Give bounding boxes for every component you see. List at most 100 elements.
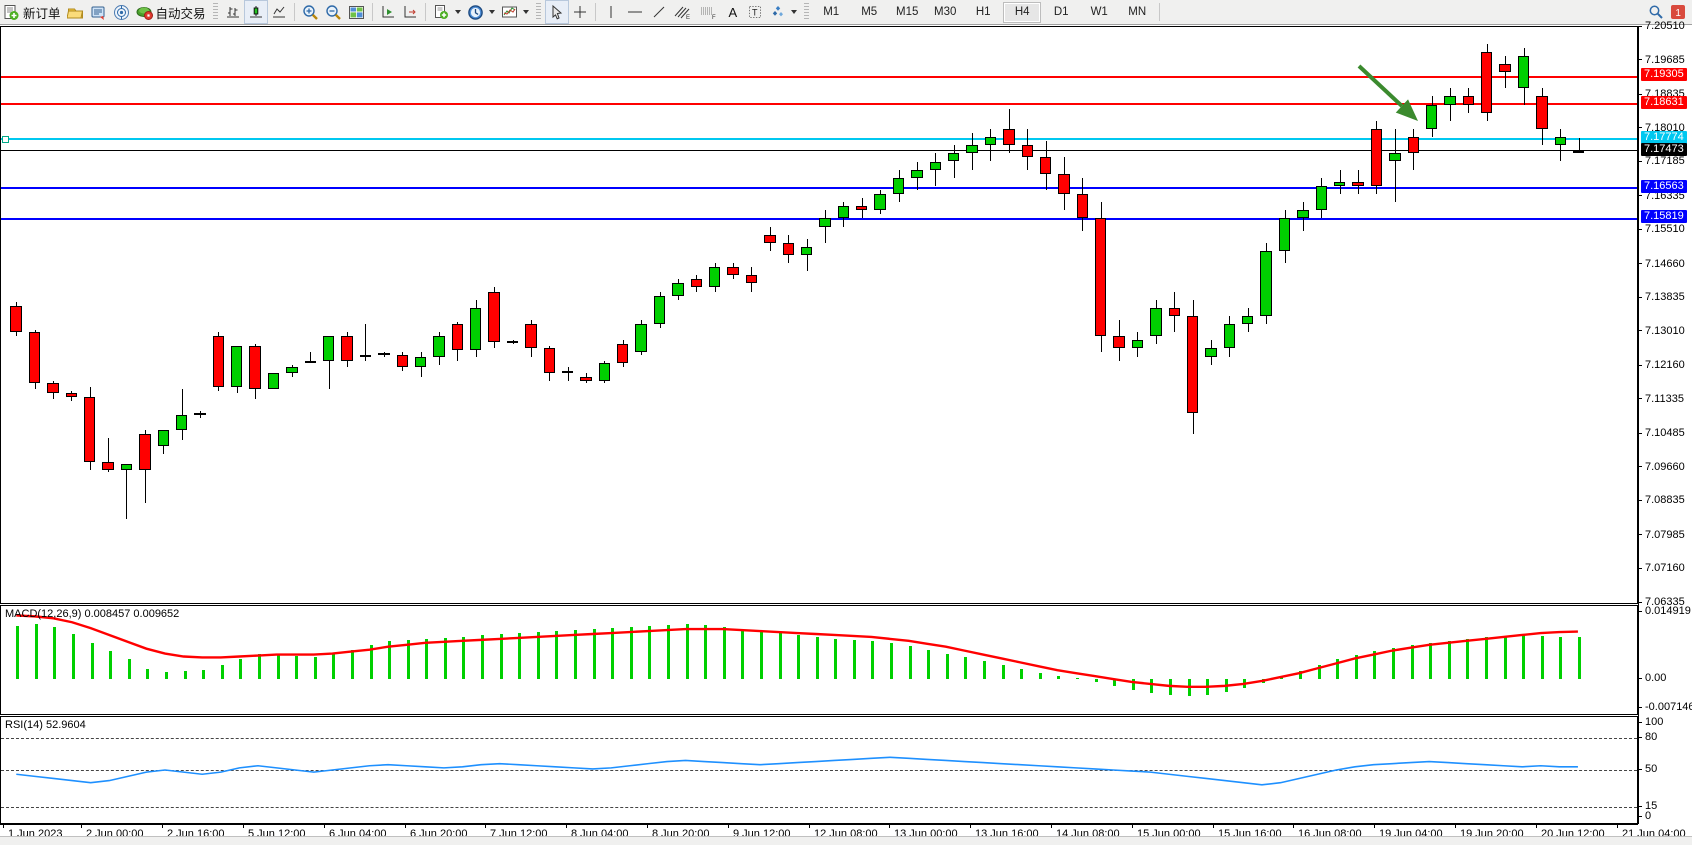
- macd-histogram-bar: [500, 633, 503, 679]
- candle-body: [819, 218, 831, 227]
- line-chart-button[interactable]: [268, 1, 290, 23]
- toolbar-grip-3[interactable]: [804, 3, 810, 21]
- timeframe-m30[interactable]: M30: [934, 5, 957, 18]
- macd-histogram-bar: [964, 657, 967, 680]
- autoscroll-button[interactable]: [377, 1, 399, 23]
- macd-histogram-bar: [1466, 638, 1469, 679]
- chevron-down-icon-2[interactable]: [488, 10, 495, 14]
- timeframe-h4[interactable]: H4: [1003, 1, 1042, 23]
- macd-tick: 0.014919: [1639, 605, 1692, 617]
- timeframe-d1[interactable]: D1: [1053, 5, 1069, 18]
- resistance-2-line[interactable]: [1, 103, 1637, 106]
- vline-button[interactable]: [600, 1, 622, 23]
- period-button[interactable]: [464, 1, 498, 23]
- zoom-in-button[interactable]: [299, 1, 322, 23]
- candle-body: [322, 336, 335, 361]
- bid-line-anchor[interactable]: [2, 136, 9, 144]
- new-order-button[interactable]: 新订单: [0, 1, 64, 23]
- macd-histogram-bar: [630, 627, 633, 679]
- macd-histogram-bar: [686, 624, 689, 680]
- resistance-1-line[interactable]: [1, 75, 1637, 78]
- timeframe-m5[interactable]: M5: [861, 5, 878, 18]
- macd-histogram-bar: [388, 640, 391, 680]
- expert-advisor-button[interactable]: 自动交易: [133, 1, 209, 23]
- macd-histogram-bar: [927, 649, 930, 679]
- price-tick: 7.08835: [1639, 494, 1692, 506]
- terminal-button[interactable]: [87, 1, 110, 23]
- candle-body: [1572, 150, 1585, 154]
- candle-body: [617, 344, 629, 363]
- zoom-out-icon: [325, 4, 342, 21]
- macd-histogram-bar: [1057, 676, 1060, 679]
- candle-body: [635, 324, 647, 353]
- candle-body: [1444, 96, 1456, 105]
- chevron-down-icon-4[interactable]: [791, 10, 798, 14]
- macd-histogram-bar: [221, 665, 224, 680]
- candle-body: [1370, 128, 1383, 186]
- search-icon[interactable]: [1648, 4, 1664, 20]
- fibonacci-button[interactable]: F: [696, 1, 722, 23]
- candlestick-chart-button[interactable]: [243, 0, 268, 24]
- data-window-icon: [348, 4, 365, 21]
- template-button[interactable]: [430, 1, 464, 23]
- bid-line-line[interactable]: [1, 138, 1637, 141]
- rsi-line: [16, 756, 1578, 786]
- macd-histogram-bar: [779, 633, 782, 679]
- chart-shift-icon: [402, 4, 418, 20]
- timeframe-m1[interactable]: M1: [823, 5, 840, 18]
- folder-button[interactable]: [64, 1, 87, 23]
- support-2-line[interactable]: [1, 217, 1637, 220]
- candle-wick: [365, 324, 366, 361]
- macd-histogram-bar: [314, 656, 317, 679]
- price-tick: 7.19685: [1639, 54, 1692, 66]
- chevron-down-icon-3[interactable]: [522, 10, 529, 14]
- timeframe-m15[interactable]: M15: [896, 5, 919, 18]
- rsi-tick: 100: [1639, 716, 1692, 728]
- candle-body: [1039, 157, 1052, 174]
- down-trend-arrow[interactable]: [1, 27, 1637, 603]
- rsi-tick: 15: [1639, 800, 1692, 812]
- candle-body: [1095, 218, 1107, 337]
- zoom-out-button[interactable]: [322, 1, 345, 23]
- ask-line-line[interactable]: [1, 150, 1637, 152]
- macd-tick: -0.007146: [1639, 701, 1692, 713]
- label-button[interactable]: T: [744, 1, 766, 23]
- macd-histogram-bar: [1522, 634, 1525, 680]
- candle-body: [727, 267, 739, 276]
- candle-body: [1260, 250, 1272, 316]
- text-button[interactable]: A: [722, 1, 745, 23]
- price-chart-pane[interactable]: [0, 26, 1638, 604]
- macd-histogram-bar: [871, 640, 874, 680]
- rsi-pane[interactable]: RSI(14) 52.9604: [0, 716, 1638, 824]
- hline-button[interactable]: [622, 1, 648, 23]
- candle-body: [506, 341, 519, 344]
- notification-badge[interactable]: 1: [1670, 4, 1686, 20]
- macd-histogram-bar: [797, 634, 800, 680]
- candle-wick: [954, 145, 955, 178]
- macd-histogram-bar: [853, 639, 856, 680]
- toolbar-grip-2[interactable]: [535, 3, 541, 21]
- macd-histogram-bar: [983, 661, 986, 679]
- timeframe-h1[interactable]: H1: [975, 5, 991, 18]
- timeframe-mn[interactable]: MN: [1128, 5, 1147, 18]
- objects-button[interactable]: [766, 1, 800, 23]
- cursor-button[interactable]: [544, 0, 569, 24]
- trendline-button[interactable]: [648, 1, 670, 23]
- macd-histogram-bar: [890, 642, 893, 680]
- price-tick: 7.18010: [1639, 122, 1692, 134]
- navigator-button[interactable]: [110, 1, 133, 23]
- indicators-button[interactable]: [498, 1, 532, 23]
- timeframe-w1[interactable]: W1: [1090, 5, 1108, 18]
- equidistant-channel-button[interactable]: E: [670, 1, 696, 23]
- macd-histogram-bar: [1578, 637, 1581, 679]
- bar-chart-button[interactable]: [222, 1, 244, 23]
- chevron-down-icon[interactable]: [454, 10, 461, 14]
- price-tag: 7.17473: [1641, 142, 1687, 156]
- crosshair-button[interactable]: [569, 1, 591, 23]
- support-1-line[interactable]: [1, 187, 1637, 190]
- macd-pane[interactable]: MACD(12,26,9) 0.008457 0.009652: [0, 605, 1638, 715]
- data-window-button[interactable]: [345, 1, 368, 23]
- toolbar-grip[interactable]: [212, 3, 218, 21]
- chart-shift-button[interactable]: [399, 1, 421, 23]
- price-axis[interactable]: 7.20510 7.19685 7.18835 7.18010 7.17185 7.163…: [1638, 20, 1692, 824]
